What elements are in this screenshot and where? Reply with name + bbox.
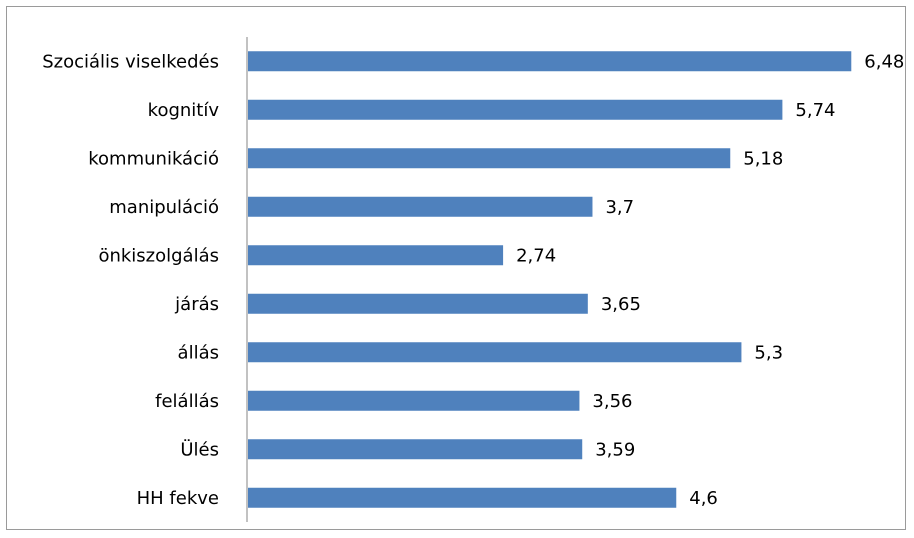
- bar: [248, 390, 580, 411]
- category-label: kommunikáció: [88, 148, 219, 169]
- data-label: 3,59: [595, 439, 635, 460]
- data-label: 6,48: [864, 51, 904, 72]
- bar-series: [248, 51, 852, 508]
- data-label: 3,7: [605, 197, 634, 218]
- category-label: kognitív: [148, 100, 220, 121]
- category-label: felállás: [155, 391, 219, 412]
- bar: [248, 148, 731, 169]
- category-label: önkiszolgálás: [98, 245, 219, 266]
- bar: [248, 51, 852, 72]
- category-label: manipuláció: [109, 197, 219, 218]
- category-label: HH fekve: [137, 488, 219, 509]
- category-label: állás: [178, 342, 219, 363]
- bar: [248, 245, 504, 266]
- category-label: járás: [174, 294, 219, 315]
- bar: [248, 342, 742, 363]
- bar: [248, 487, 677, 508]
- data-label: 4,6: [689, 488, 718, 509]
- data-label: 3,65: [601, 294, 641, 315]
- data-label: 5,3: [754, 342, 783, 363]
- category-label: Szociális viselkedés: [42, 51, 219, 72]
- bar: [248, 99, 783, 120]
- bar: [248, 196, 593, 217]
- category-labels: Szociális viselkedés kognitív kommunikáció…: [42, 51, 219, 509]
- data-label: 5,74: [795, 100, 835, 121]
- data-labels: 6,48 5,74 5,18 3,7 2,74 3,65 5,3 3,56 3,59 4,6: [516, 51, 904, 509]
- data-label: 5,18: [743, 148, 783, 169]
- data-label: 2,74: [516, 245, 556, 266]
- data-label: 3,56: [592, 391, 632, 412]
- bar: [248, 439, 583, 460]
- bar: [248, 293, 588, 314]
- category-label: Ülés: [180, 438, 219, 460]
